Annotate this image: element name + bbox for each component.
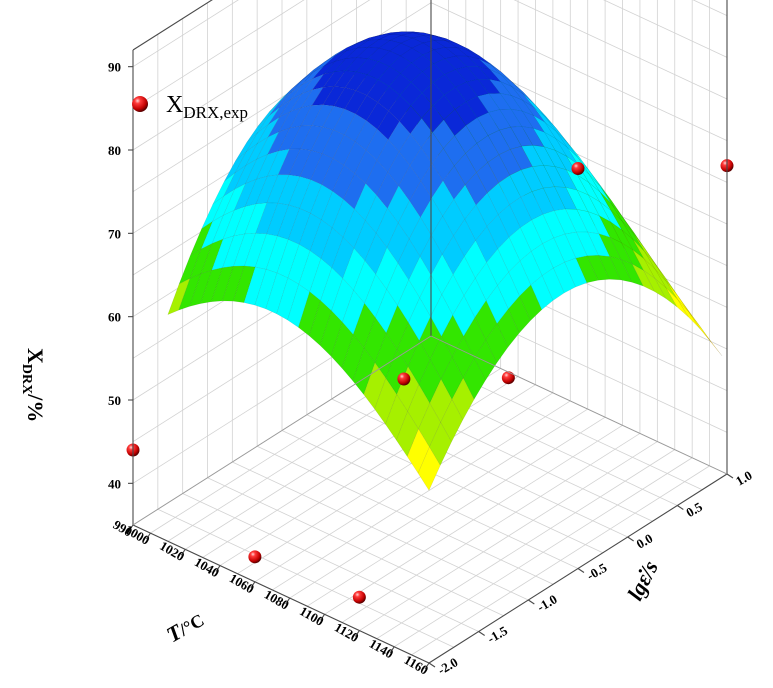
- y-tick-label: 1.0: [733, 467, 755, 488]
- surface-cell: [654, 278, 678, 307]
- surface-cell: [440, 398, 464, 443]
- y-tick-label: -2.0: [435, 654, 460, 677]
- surface-cell: [496, 308, 520, 348]
- x-tick-label: 1100: [297, 603, 326, 629]
- surface-cell: [508, 295, 531, 334]
- x-tick-label: 1160: [402, 652, 431, 678]
- x-axis-title: T/°C: [162, 606, 208, 647]
- surface-cell: [553, 261, 576, 294]
- experimental-point: [501, 371, 515, 385]
- experimental-point: [352, 590, 366, 604]
- z-tick-label: 70: [108, 226, 121, 241]
- z-tick-label: 80: [108, 143, 121, 158]
- surface-cell: [463, 357, 486, 400]
- z-tick-label: 40: [108, 476, 121, 491]
- surface-cell: [643, 270, 667, 299]
- surface-cell: [519, 284, 542, 321]
- surface-cell: [485, 323, 509, 364]
- x-tick-label: 1000: [122, 522, 152, 548]
- surface-cell: [665, 287, 689, 317]
- legend: XDRX,exp: [132, 92, 248, 122]
- y-tick-label: 0.5: [683, 499, 705, 520]
- experimental-point: [397, 372, 411, 386]
- x-tick-label: 1020: [157, 538, 187, 564]
- surface-cell: [586, 255, 610, 281]
- surface-cell: [564, 257, 588, 288]
- surface-cell: [677, 298, 700, 329]
- y-tick-label: 0.0: [634, 530, 656, 551]
- z-axis-title: XDRX/%: [19, 348, 48, 422]
- surface-cell: [688, 311, 711, 342]
- z-tick-label: 60: [108, 310, 121, 325]
- surface-cell: [474, 339, 497, 381]
- x-tick-label: 1120: [332, 619, 361, 645]
- surface-cell: [631, 263, 655, 292]
- surface-mesh: [167, 31, 723, 491]
- x-tick-label: 1140: [367, 636, 396, 662]
- surface-cell: [541, 267, 565, 301]
- z-tick-label: 50: [108, 393, 121, 408]
- x-tick-label: 1080: [262, 587, 292, 613]
- z-tick-label: 90: [108, 60, 121, 75]
- legend-label: XDRX,exp: [166, 92, 248, 122]
- axis-box: [128, 0, 734, 670]
- experimental-point: [248, 550, 262, 564]
- x-tick-label: 1040: [192, 554, 222, 580]
- y-tick-label: -1.5: [485, 623, 511, 647]
- x-tick-label: 1060: [227, 570, 257, 596]
- surface-cell: [429, 421, 452, 466]
- surface-cell: [417, 446, 441, 491]
- y-axis-title: lgε̇/s: [622, 557, 663, 605]
- experimental-point: [571, 162, 585, 175]
- surface-cell: [530, 275, 554, 311]
- legend-marker: [132, 96, 148, 112]
- y-tick-label: -0.5: [584, 560, 610, 584]
- y-tick-label: -1.0: [534, 591, 559, 614]
- surface-cell: [598, 255, 621, 281]
